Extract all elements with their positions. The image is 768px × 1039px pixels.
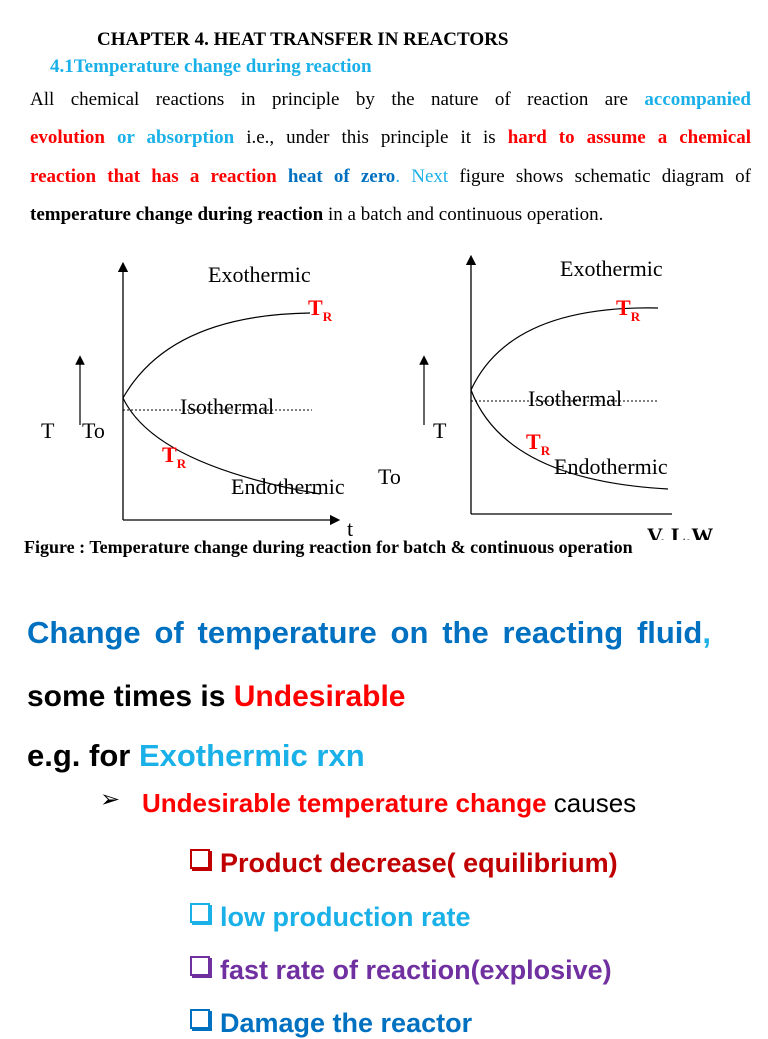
checkbox-bullet-icon bbox=[190, 1009, 210, 1029]
to-label: To bbox=[82, 418, 105, 443]
paragraph-text: in a batch and continuous operation. bbox=[323, 204, 604, 225]
sub-bullet-1: Product decrease( equilibrium) bbox=[190, 848, 618, 879]
paragraph-text: i.e., under this principle it is bbox=[234, 127, 508, 148]
endothermic-label: Endothermic bbox=[231, 474, 345, 499]
bullet-item: Undesirable temperature change causes bbox=[142, 788, 636, 819]
sub-bullet-text: Damage the reactor bbox=[220, 1008, 473, 1038]
x-axis-label: t bbox=[347, 516, 353, 540]
highlight-evolution: evolution bbox=[30, 127, 105, 148]
checkbox-bullet-icon bbox=[190, 903, 210, 923]
statement-text: Change of temperature on the reacting fl… bbox=[27, 615, 703, 650]
highlight-absorption: or absorption bbox=[104, 127, 235, 148]
isothermal-label: Isothermal bbox=[180, 394, 274, 419]
paragraph-text: All chemical reactions in principle by t… bbox=[30, 89, 645, 110]
highlight-undesirable: Undesirable bbox=[233, 680, 406, 713]
exothermic-label: Exothermic bbox=[560, 256, 663, 281]
highlight-reaction-heat: reaction that has a reaction bbox=[30, 166, 277, 187]
temperature-diagram: Exothermic TR Isothermal TR Endothermic … bbox=[41, 254, 713, 540]
endothermic-curve bbox=[470, 389, 669, 490]
paragraph-line-3: reaction that has a reaction heat of zer… bbox=[30, 165, 751, 189]
statement-line-1: Change of temperature on the reacting fl… bbox=[27, 615, 711, 651]
highlight-temperature-change: temperature change during reaction bbox=[30, 204, 324, 225]
endothermic-label: Endothermic bbox=[554, 454, 668, 479]
exothermic-label: Exothermic bbox=[208, 262, 311, 287]
sub-bullet-text: Product decrease( equilibrium) bbox=[220, 848, 618, 878]
sub-bullet-text: low production rate bbox=[220, 902, 471, 932]
sub-bullet-2: low production rate bbox=[190, 902, 471, 933]
tr-bottom-label: TR bbox=[526, 429, 551, 458]
isothermal-label: Isothermal bbox=[528, 386, 622, 411]
exothermic-curve bbox=[122, 312, 311, 399]
t-axis-label: T bbox=[433, 418, 447, 443]
to-label: To bbox=[378, 464, 401, 489]
tr-top-label: TR bbox=[308, 295, 333, 324]
exothermic-curve bbox=[470, 307, 659, 391]
text-next: . Next bbox=[395, 166, 449, 187]
section-heading: 4.1Temperature change during reaction bbox=[50, 56, 372, 77]
statement-text: some times is bbox=[27, 680, 234, 713]
bullet-text: causes bbox=[546, 788, 637, 818]
arrow-bullet-icon: ➢ bbox=[100, 787, 121, 813]
paragraph-line-1: All chemical reactions in principle by t… bbox=[30, 88, 751, 112]
statement-line-2: some times is Undesirable bbox=[27, 680, 406, 714]
paragraph-text: figure shows schematic diagram of bbox=[448, 166, 751, 187]
highlight-heat-of-zero: heat of zero bbox=[276, 166, 396, 187]
endothermic-curve bbox=[122, 397, 321, 495]
highlight-exothermic: Exothermic rxn bbox=[138, 738, 365, 773]
statement-line-3: e.g. for Exothermic rxn bbox=[27, 738, 365, 774]
x-axis-label: V, L,W bbox=[647, 523, 713, 540]
tr-top-label: TR bbox=[616, 295, 641, 324]
bullet-highlight: Undesirable temperature change bbox=[142, 788, 547, 818]
sub-bullet-text: fast rate of reaction(explosive) bbox=[220, 955, 612, 985]
figure-caption: Figure : Temperature change during react… bbox=[24, 537, 633, 557]
tr-bottom-label: TR bbox=[162, 442, 187, 471]
checkbox-bullet-icon bbox=[190, 956, 210, 976]
batch-plot: Exothermic TR Isothermal TR Endothermic … bbox=[41, 261, 353, 540]
highlight-hard-to-assume: hard to assume a chemical bbox=[507, 127, 751, 148]
chapter-title: CHAPTER 4. HEAT TRANSFER IN REACTORS bbox=[97, 29, 509, 50]
statement-comma: , bbox=[702, 615, 711, 650]
paragraph-line-2: evolution or absorption i.e., under this… bbox=[30, 126, 751, 150]
continuous-plot: Exothermic TR Isothermal TR Endothermic … bbox=[378, 254, 713, 540]
highlight-accompanied: accompanied bbox=[644, 89, 751, 110]
checkbox-bullet-icon bbox=[190, 849, 210, 869]
paragraph-line-4: temperature change during reaction in a … bbox=[30, 203, 751, 227]
statement-text: e.g. for bbox=[27, 738, 139, 773]
t-axis-label: T bbox=[41, 418, 55, 443]
sub-bullet-3: fast rate of reaction(explosive) bbox=[190, 955, 612, 986]
